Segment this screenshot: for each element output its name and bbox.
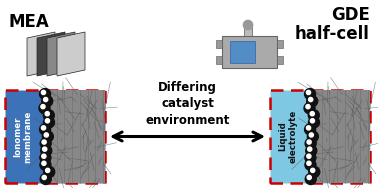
Circle shape — [45, 112, 50, 116]
Circle shape — [309, 133, 313, 137]
Circle shape — [306, 145, 317, 156]
Bar — [230, 41, 255, 63]
Bar — [277, 56, 283, 64]
Polygon shape — [27, 32, 55, 76]
Circle shape — [305, 159, 316, 170]
Circle shape — [43, 97, 48, 102]
Circle shape — [43, 117, 54, 128]
Circle shape — [307, 131, 318, 142]
Circle shape — [309, 166, 320, 177]
Bar — [270, 90, 370, 183]
Polygon shape — [37, 32, 65, 76]
Bar — [277, 40, 283, 48]
Circle shape — [42, 175, 46, 180]
Circle shape — [41, 145, 52, 156]
Circle shape — [307, 175, 311, 180]
Bar — [47, 90, 105, 183]
Circle shape — [45, 119, 50, 123]
Circle shape — [42, 161, 46, 165]
Circle shape — [46, 168, 50, 172]
Circle shape — [43, 147, 47, 151]
Text: MEA: MEA — [8, 13, 49, 31]
Circle shape — [42, 90, 46, 95]
Circle shape — [42, 154, 46, 158]
Circle shape — [308, 110, 319, 121]
Circle shape — [42, 131, 53, 142]
Bar — [244, 26, 252, 36]
Circle shape — [40, 89, 51, 99]
Circle shape — [42, 126, 46, 130]
Text: Ionomer
membrane: Ionomer membrane — [13, 110, 33, 163]
Circle shape — [308, 147, 312, 151]
Circle shape — [42, 140, 46, 144]
Bar — [222, 36, 277, 68]
Bar — [216, 56, 222, 64]
Circle shape — [308, 117, 319, 128]
Circle shape — [305, 138, 316, 149]
Circle shape — [311, 168, 315, 172]
Circle shape — [40, 159, 51, 170]
Circle shape — [310, 119, 314, 123]
Circle shape — [40, 138, 51, 149]
Circle shape — [310, 112, 314, 116]
Circle shape — [307, 140, 311, 144]
Circle shape — [39, 103, 50, 114]
Text: GDE
half-cell: GDE half-cell — [295, 6, 370, 43]
Circle shape — [307, 96, 318, 107]
Circle shape — [44, 133, 48, 137]
Circle shape — [305, 174, 316, 184]
Polygon shape — [47, 32, 75, 76]
Circle shape — [305, 124, 316, 135]
Circle shape — [305, 89, 316, 99]
Circle shape — [43, 110, 54, 121]
Text: Differing
catalyst
environment: Differing catalyst environment — [145, 82, 230, 127]
Circle shape — [307, 154, 311, 158]
Circle shape — [305, 152, 316, 163]
Circle shape — [42, 96, 53, 107]
Circle shape — [40, 124, 51, 135]
Circle shape — [307, 126, 311, 130]
Circle shape — [41, 105, 45, 109]
Circle shape — [304, 103, 315, 114]
Circle shape — [307, 161, 311, 165]
Circle shape — [306, 105, 310, 109]
Circle shape — [243, 20, 253, 30]
Polygon shape — [57, 32, 85, 76]
Circle shape — [307, 90, 311, 95]
Circle shape — [44, 166, 55, 177]
Text: Liquid
electrolyte: Liquid electrolyte — [278, 110, 298, 163]
Bar — [312, 90, 370, 183]
Bar — [216, 40, 222, 48]
Circle shape — [308, 97, 313, 102]
Circle shape — [40, 152, 51, 163]
Circle shape — [40, 174, 51, 184]
Bar — [5, 90, 105, 183]
